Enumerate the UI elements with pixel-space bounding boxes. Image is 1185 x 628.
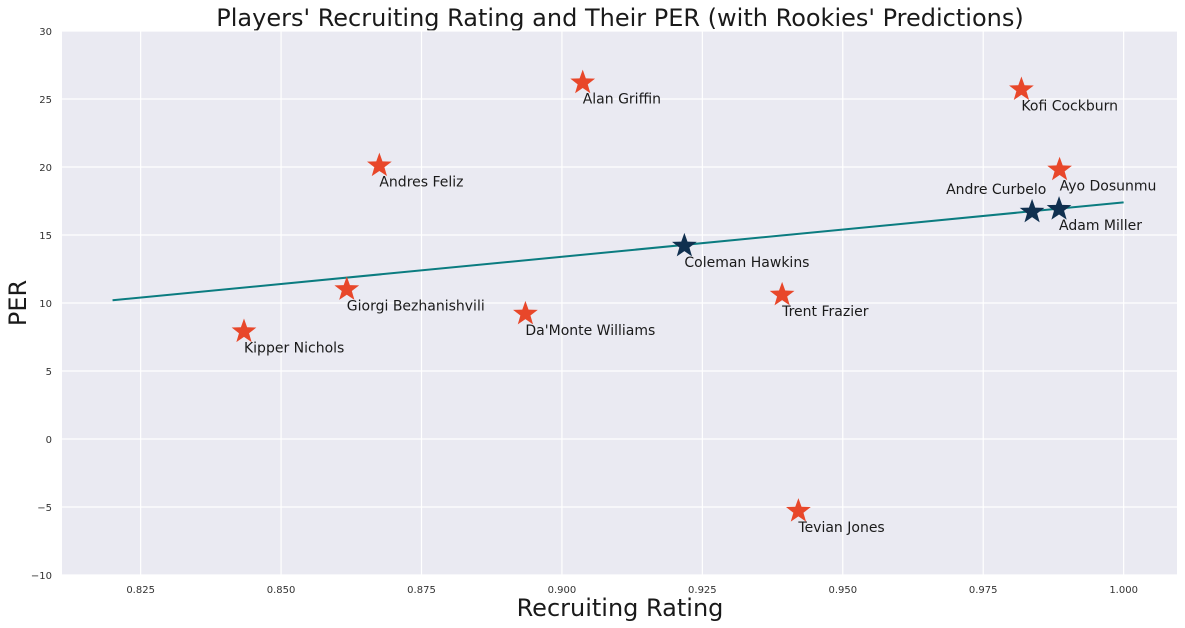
point-label: Kofi Cockburn [1021, 98, 1118, 114]
y-tick-label: 15 [39, 231, 52, 242]
star-marker-trent-frazier [769, 281, 795, 306]
star-marker-giorgi-bezhanishvili [334, 276, 360, 300]
point-label: Da'Monte Williams [525, 323, 655, 339]
point-label: Andres Feliz [379, 175, 463, 191]
x-axis-label: Recruiting Rating [517, 594, 724, 622]
star-marker-andre-curbelo [1019, 198, 1045, 223]
y-tick-label: 20 [39, 163, 52, 174]
star-marker-tevian-jones [786, 498, 811, 522]
chart-title: Players' Recruiting Rating and Their PER… [216, 4, 1023, 32]
star-marker-kofi-cockburn [1009, 76, 1034, 100]
y-tick-label: 5 [46, 367, 52, 378]
point-label: Giorgi Bezhanishvili [347, 298, 485, 314]
x-tick-label: 0.975 [969, 585, 998, 596]
y-tick-label: −5 [37, 503, 52, 514]
x-tick-label: 0.875 [407, 585, 436, 596]
star-marker-da-monte-williams [513, 300, 538, 325]
x-axis-ticks: 0.825 0.850 0.875 0.900 0.925 0.950 0.975 1.000 [126, 585, 1138, 596]
x-tick-label: 1.000 [1109, 585, 1138, 596]
point-label: Andre Curbelo [946, 182, 1046, 198]
point-label: Ayo Dosunmu [1060, 179, 1157, 195]
point-label: Tevian Jones [797, 520, 884, 536]
data-points [231, 69, 1072, 522]
star-marker-ayo-dosunmu [1047, 156, 1072, 181]
star-marker-adam-miller [1046, 196, 1072, 220]
y-tick-label: −10 [31, 571, 52, 582]
star-marker-alan-griffin [570, 69, 596, 94]
point-label: Alan Griffin [583, 92, 661, 108]
x-tick-label: 0.850 [267, 585, 296, 596]
point-label: Coleman Hawkins [684, 255, 809, 271]
y-tick-label: 25 [39, 95, 52, 106]
point-label: Trent Frazier [781, 304, 869, 320]
grid-lines [62, 30, 1177, 576]
y-tick-label: 0 [46, 435, 52, 446]
x-tick-label: 0.925 [688, 585, 717, 596]
y-tick-label: 30 [39, 27, 52, 38]
x-tick-label: 0.900 [548, 585, 577, 596]
y-axis-label: PER [4, 280, 32, 326]
point-labels: Alan Griffin Kofi Cockburn Andres Feliz Ayo… [244, 92, 1156, 536]
y-axis-ticks: −10 −5 0 5 10 15 20 25 30 [31, 27, 52, 582]
y-tick-label: 10 [39, 299, 52, 310]
star-marker-andres-feliz [367, 152, 392, 177]
trend-line-group [112, 201, 1124, 302]
trend-line [112, 201, 1124, 302]
point-label: Kipper Nichols [244, 341, 344, 357]
point-label: Adam Miller [1059, 218, 1142, 234]
x-tick-label: 0.950 [828, 585, 857, 596]
x-tick-label: 0.825 [126, 585, 155, 596]
star-marker-coleman-hawkins [672, 232, 697, 257]
star-marker-kipper-nichols [231, 318, 257, 343]
